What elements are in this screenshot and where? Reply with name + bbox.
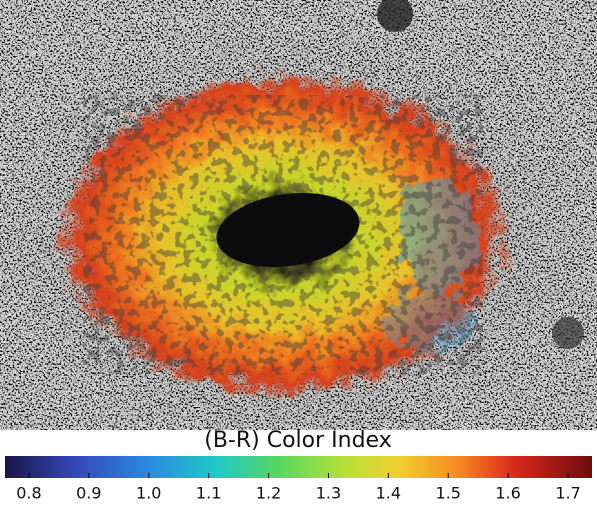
colorbar-tick-label: 0.9 xyxy=(76,484,101,503)
colorbar-tick-label: 1.4 xyxy=(376,484,401,503)
colorbar-scale xyxy=(5,456,592,478)
colorbar-tick-label: 1.2 xyxy=(256,484,281,503)
colorbar-tick-label: 1.6 xyxy=(495,484,520,503)
colorbar-tick-label: 0.8 xyxy=(16,484,41,503)
colorbar-tick-label: 1.5 xyxy=(436,484,461,503)
colorbar-tick-label: 1.1 xyxy=(196,484,221,503)
colorbar-tick-label: 1.3 xyxy=(316,484,341,503)
colorbar-label: (B-R) Color Index xyxy=(204,428,391,453)
galaxy-image xyxy=(0,0,597,430)
colorbar-tick-label: 1.0 xyxy=(136,484,161,503)
colorbar-tick-label: 1.7 xyxy=(555,484,580,503)
colorbar: 0.8 0.9 1.0 1.1 1.2 1.3 1.4 1.5 1.6 1.7 xyxy=(5,456,592,503)
